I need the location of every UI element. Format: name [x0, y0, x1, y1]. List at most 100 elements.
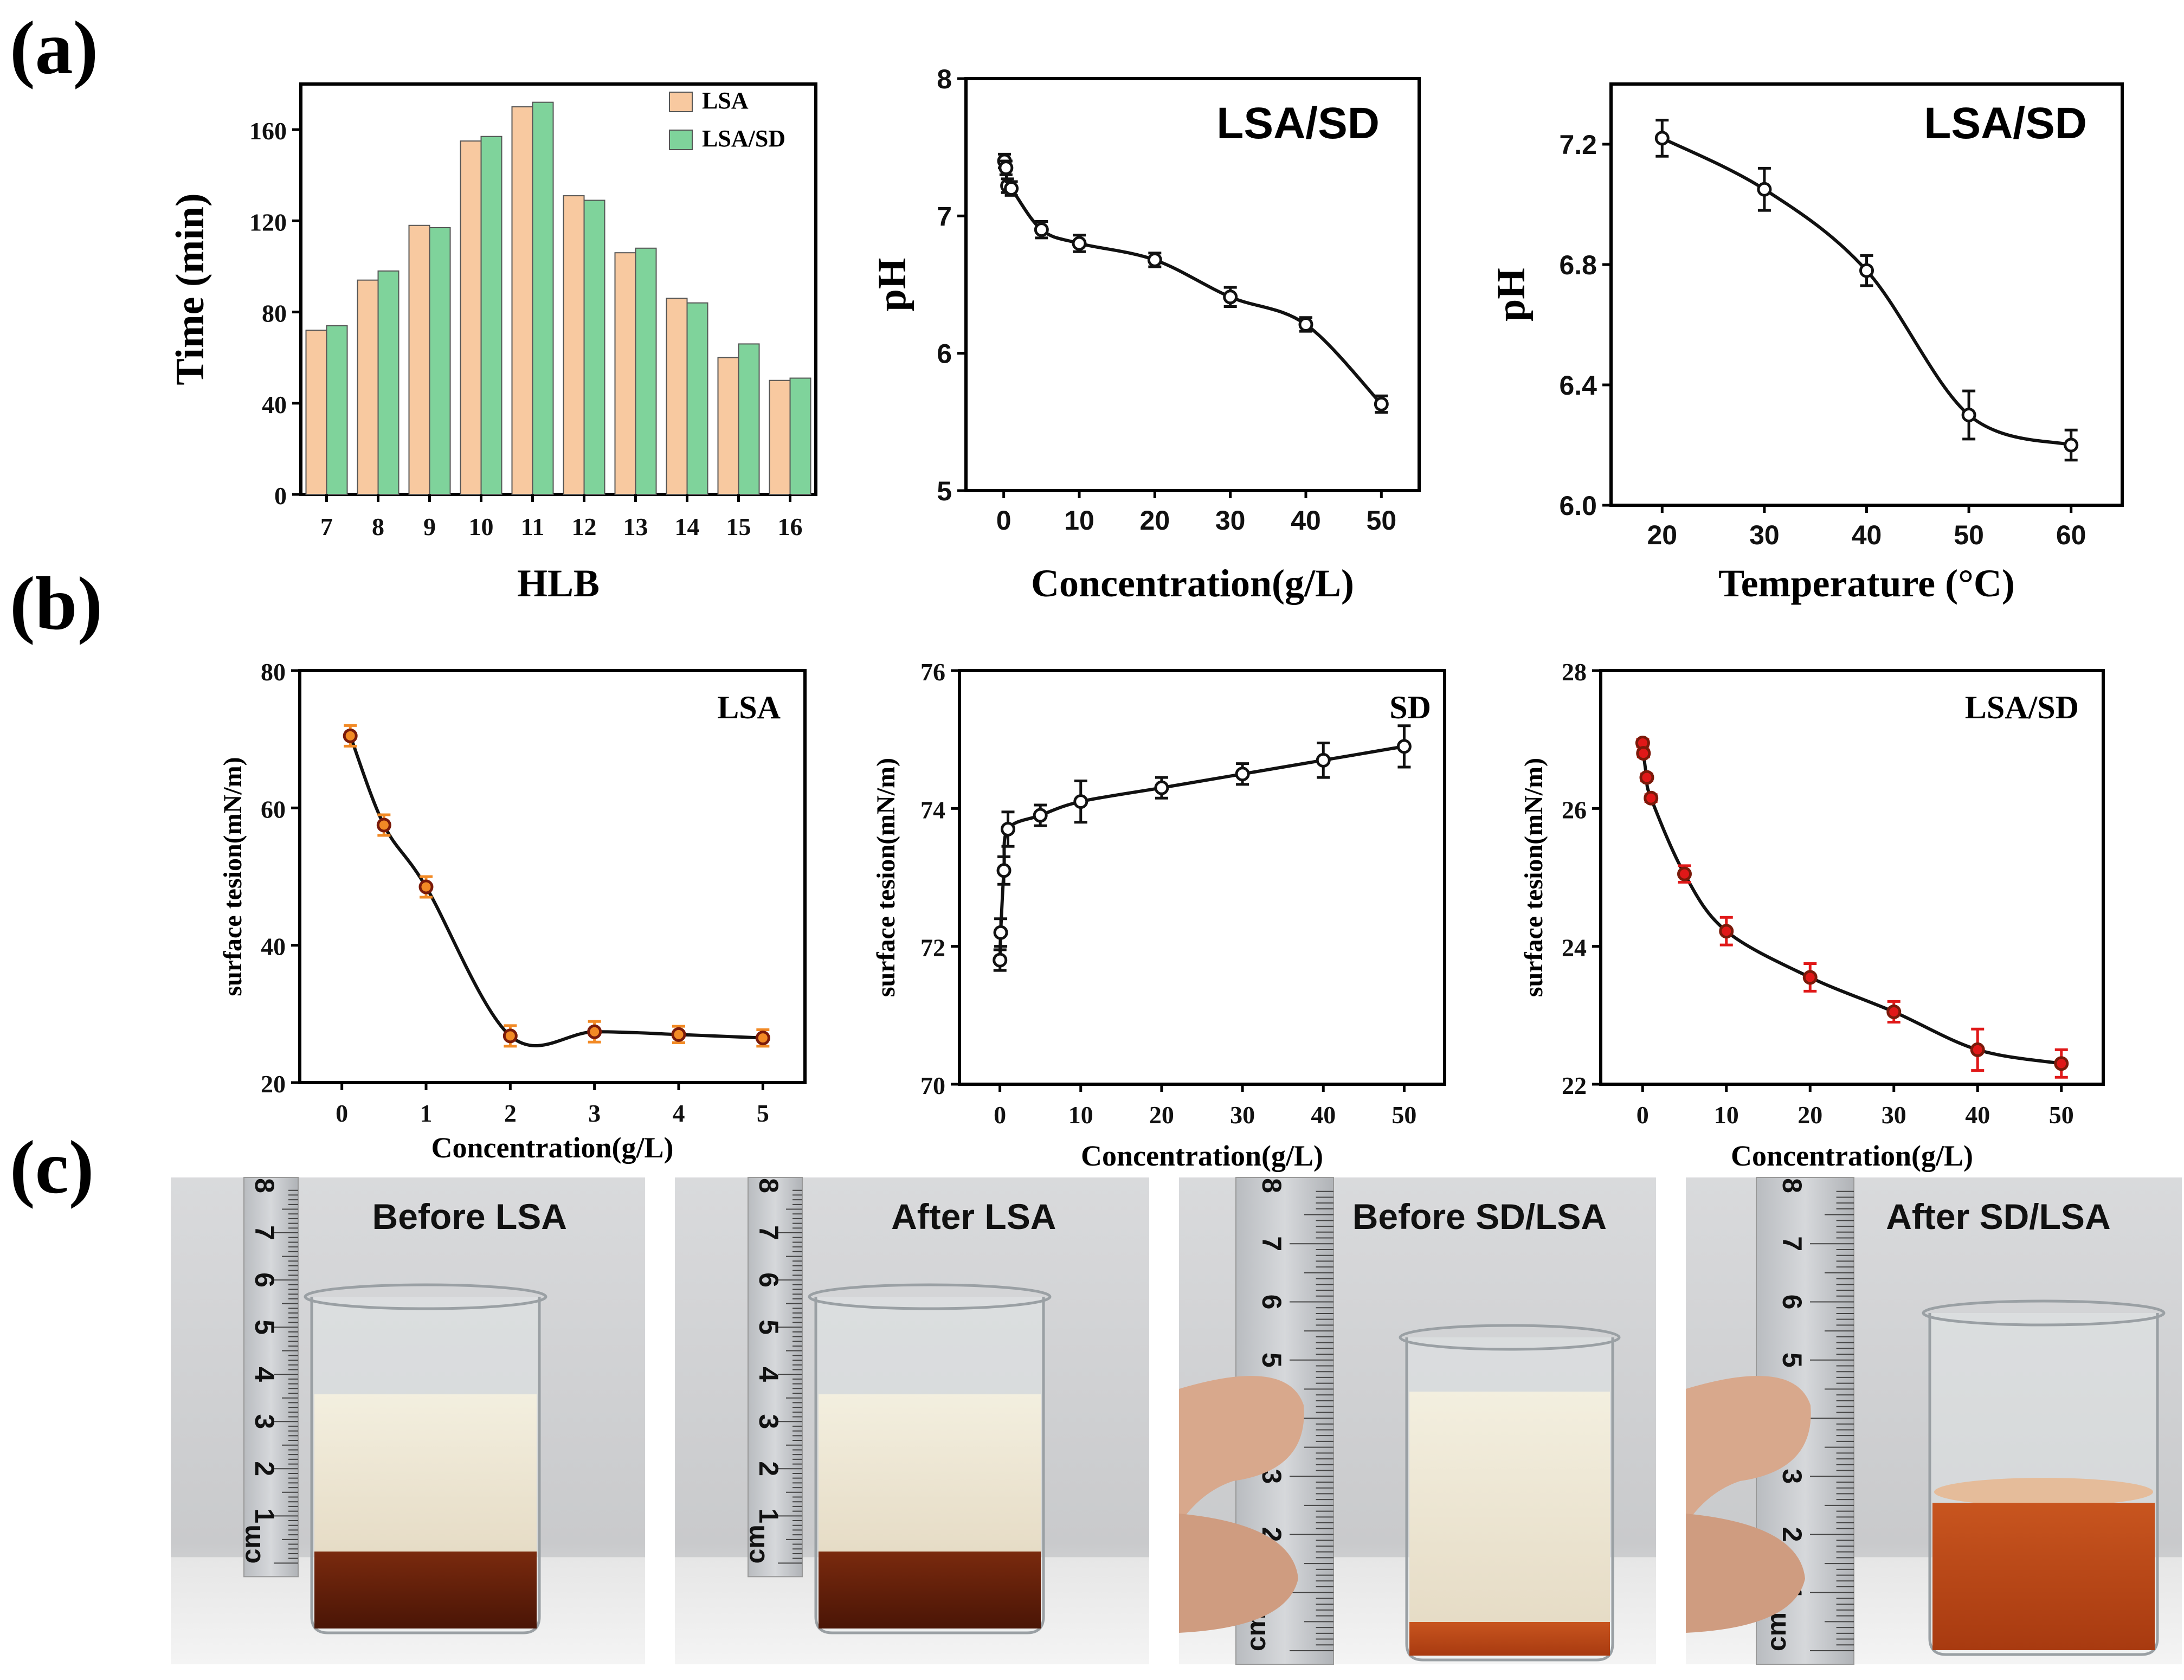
- x-tick-label: 15: [726, 513, 751, 540]
- bar-lsa-sd-9: [429, 227, 451, 495]
- data-point: [1033, 808, 1048, 823]
- data-point: [418, 879, 434, 894]
- ruler-number: 5: [1257, 1353, 1287, 1368]
- x-tick-label: 20: [1647, 520, 1677, 550]
- data-point: [1654, 131, 1670, 146]
- x-tick-label: 5: [757, 1099, 769, 1127]
- x-tick-label: 30: [1215, 505, 1246, 536]
- chart-surface-tension-lsa: 0 1 2 3 4 5 20 40 60 80 LSA Concentration(g/L) surfa…: [218, 658, 807, 1164]
- data-point: [587, 1024, 602, 1039]
- ruler-body: [748, 1177, 803, 1578]
- data-point: [1719, 924, 1734, 939]
- data-point: [502, 1028, 518, 1044]
- finger: [1686, 1376, 1811, 1524]
- ruler-unit: cm: [740, 1524, 770, 1563]
- x-tick-label: 0: [996, 505, 1012, 536]
- y-tick-label: 28: [1562, 658, 1587, 686]
- plot-frame: [958, 669, 1446, 1086]
- x-axis-label: Concentration(g/L): [1731, 1140, 1973, 1172]
- x-tick-label: 30: [1230, 1101, 1255, 1129]
- chart-ph-concentration: 0 10 20 30 40 50 5 6 7 8 LSA/SD Concentration(g/L) p…: [870, 64, 1421, 605]
- beaker-rim: [1399, 1324, 1621, 1351]
- y-tick-label: 80: [262, 300, 287, 327]
- bar-lsa-sd-15: [738, 343, 760, 495]
- data-point: [2054, 1056, 2069, 1071]
- oil-layer: [314, 1552, 537, 1628]
- finger: [1179, 1376, 1304, 1524]
- data-point: [1235, 767, 1250, 782]
- beaker-rim: [304, 1283, 547, 1310]
- photo-caption: Before LSA: [372, 1196, 567, 1237]
- photo-caption: After SD/LSA: [1886, 1196, 2110, 1237]
- x-tick-label: 0: [1637, 1101, 1649, 1129]
- plot-frame: [298, 669, 807, 1084]
- photo-2: 1 2 3 4 5 6 7 8 cm After LSA: [675, 1177, 1149, 1664]
- beaker: [1922, 1299, 2166, 1656]
- data-point: [1073, 794, 1088, 809]
- x-tick-label: 20: [1798, 1101, 1822, 1129]
- data-point: [1859, 263, 1874, 278]
- x-tick-label: 10: [469, 513, 494, 540]
- data-point: [671, 1027, 686, 1042]
- data-point: [1677, 866, 1692, 881]
- data-point: [755, 1031, 770, 1046]
- y-tick-label: 5: [937, 476, 952, 506]
- bar-lsa-14: [666, 298, 688, 495]
- finger: [1686, 1514, 1805, 1633]
- y-tick-label: 7: [937, 201, 952, 231]
- data-point: [1298, 317, 1313, 332]
- series-line: [1003, 160, 1383, 405]
- ruler-number: 2: [249, 1461, 280, 1476]
- x-tick-label: 13: [623, 513, 648, 540]
- bar-lsa-9: [408, 224, 430, 495]
- x-tick-label: 11: [521, 513, 544, 540]
- ruler-number: 5: [1777, 1353, 1807, 1368]
- y-tick-label: 26: [1562, 796, 1587, 823]
- data-point: [1644, 790, 1659, 806]
- photo-caption: Before SD/LSA: [1352, 1196, 1607, 1237]
- y-tick-label: 70: [920, 1072, 945, 1099]
- x-tick-label: 10: [1068, 1101, 1093, 1129]
- panel-label-b: (b): [10, 562, 102, 646]
- legend-label: LSA: [702, 87, 749, 114]
- emulsion-layer: [314, 1394, 537, 1552]
- plot-frame: [299, 82, 817, 496]
- series-line: [998, 744, 1405, 961]
- y-axis-label: surface tesion(mN/m): [218, 757, 247, 996]
- ruler-number: 1: [753, 1508, 784, 1523]
- x-tick-label: 50: [1954, 520, 1984, 550]
- emulsion-layer: [1409, 1392, 1610, 1622]
- x-axis-label: Concentration(g/L): [1081, 1140, 1323, 1172]
- panel-label-a: (a): [10, 6, 98, 90]
- data-point: [343, 728, 358, 743]
- chart-ph-temperature: 20 30 40 50 60 6.0 6.4 6.8 7.2 LSA/SD Temperature …: [1489, 82, 2124, 605]
- chart-title: LSA/SD: [1924, 99, 2087, 148]
- chart-title: LSA: [717, 690, 781, 725]
- y-tick-label: 7.2: [1559, 130, 1597, 160]
- data-point: [1961, 408, 1976, 422]
- beaker: [808, 1283, 1052, 1634]
- ruler-unit: cm: [236, 1524, 266, 1563]
- ruler-number: 7: [1257, 1236, 1287, 1251]
- x-axis-label: Concentration(g/L): [431, 1131, 674, 1164]
- data-point: [1034, 222, 1049, 237]
- x-axis-label: Concentration(g/L): [1031, 562, 1354, 605]
- data-point: [1396, 739, 1412, 754]
- chart-title: SD: [1389, 690, 1431, 725]
- legend-swatch: [669, 92, 693, 112]
- emulsion-layer: [819, 1394, 1041, 1552]
- data-point: [1316, 752, 1331, 768]
- y-tick-label: 74: [920, 796, 945, 823]
- y-tick-label: 24: [1562, 934, 1587, 962]
- y-tick-label: 80: [261, 658, 286, 686]
- x-tick-label: 9: [423, 513, 436, 540]
- ruler-number: 7: [1777, 1236, 1807, 1251]
- data-point: [1636, 746, 1651, 761]
- bar-lsa-7: [305, 330, 327, 495]
- ruler-number: 7: [249, 1225, 280, 1240]
- x-tick-label: 40: [1291, 505, 1321, 536]
- x-tick-label: 30: [1749, 520, 1780, 550]
- bar-lsa-sd-12: [583, 199, 605, 495]
